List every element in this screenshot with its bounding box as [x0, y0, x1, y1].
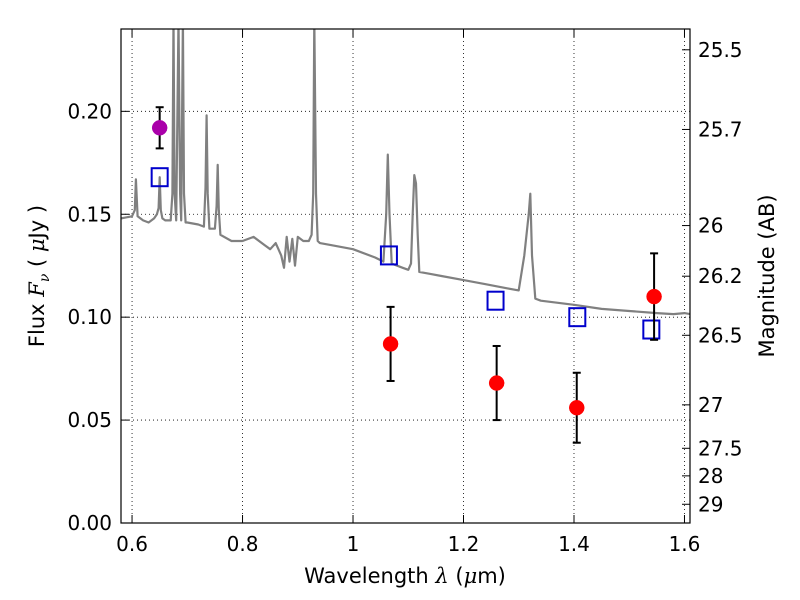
model-square-marker [486, 290, 505, 311]
y-tick-label: 0.05 [67, 408, 112, 432]
x-axis: 0.6 0.8 1 1.2 1.4 1.6 [116, 29, 700, 556]
x-tick-label: 1.6 [669, 532, 701, 556]
spectrum-line [121, 29, 690, 316]
y2-tick-label: 27 [698, 393, 723, 417]
model-square-marker [642, 319, 661, 340]
data-markers [150, 106, 662, 444]
plot-area [121, 29, 690, 316]
y2-tick-label: 25.7 [698, 117, 743, 141]
y2-tick-label: 28 [698, 464, 723, 488]
y2-tick-label: 29 [698, 492, 723, 516]
measured-point [646, 288, 662, 305]
y-axis: 0.00 0.05 0.10 0.15 0.20 [67, 99, 129, 535]
x-tick-label: 1.2 [448, 532, 480, 556]
y-tick-label: 0.10 [67, 305, 112, 329]
y-tick-label: 0.00 [67, 511, 112, 535]
measured-point [488, 375, 505, 391]
y2-axis-label: Magnitude (AB) [755, 194, 779, 357]
y2-tick-label: 25.5 [698, 38, 743, 62]
x-tick-label: 1 [347, 532, 360, 556]
measured-point [569, 399, 585, 416]
x-tick-label: 0.8 [227, 532, 259, 556]
y2-axis-magnitude: 25.5 25.7 26 26.2 26.5 27 27.5 28 29 [682, 38, 743, 516]
measured-point [382, 336, 399, 352]
plot-frame [120, 28, 691, 524]
y2-tick-label: 27.5 [698, 436, 743, 460]
x-axis-label: Wavelength λ (μm) [304, 564, 506, 588]
x-tick-label: 0.6 [116, 532, 148, 556]
y2-tick-label: 26 [698, 214, 723, 238]
model-square-marker [379, 245, 398, 266]
model-square-marker [568, 307, 587, 328]
y-axis-label: Flux Fν ( μJy ) [25, 205, 53, 347]
model-square-marker [150, 167, 169, 188]
y2-tick-label: 26.2 [698, 264, 743, 288]
x-tick-label: 1.4 [558, 532, 590, 556]
measured-point [151, 120, 168, 136]
y2-tick-label: 26.5 [698, 323, 743, 347]
y-tick-label: 0.20 [67, 99, 112, 123]
y-tick-label: 0.15 [67, 202, 112, 226]
grid-lines [121, 29, 690, 524]
